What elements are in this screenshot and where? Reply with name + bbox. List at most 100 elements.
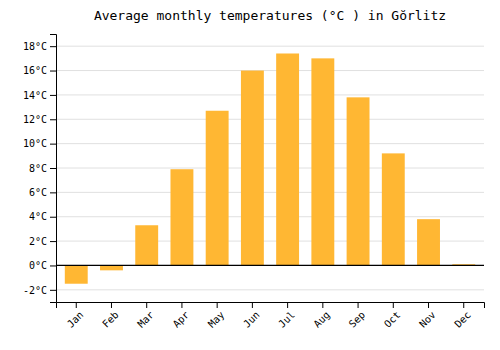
bar xyxy=(417,219,440,265)
x-tick: Jun xyxy=(241,302,262,330)
grid-line xyxy=(56,192,484,193)
x-tick-label: Jan xyxy=(65,309,86,330)
x-tick-mark xyxy=(252,302,253,308)
y-tick-mark xyxy=(50,265,56,266)
x-tick-mark xyxy=(146,302,147,308)
y-tick: 14°C xyxy=(23,90,56,101)
y-tick-label: 16°C xyxy=(23,65,47,76)
bar xyxy=(241,71,264,266)
bar xyxy=(170,169,193,265)
y-tick: 2°C xyxy=(29,236,56,247)
y-tick-mark xyxy=(50,71,56,72)
bar xyxy=(382,153,405,265)
title: Average monthly temperatures (°C ) in Gŏ… xyxy=(94,8,446,23)
x-tick: May xyxy=(206,302,227,330)
y-tick: 4°C xyxy=(29,211,56,222)
grid-line xyxy=(56,168,484,169)
x-tick-label: Mar xyxy=(135,309,156,330)
x-tick-mark xyxy=(358,302,359,308)
y-tick-mark xyxy=(50,192,56,193)
x-tick: Apr xyxy=(171,302,192,330)
bar xyxy=(276,53,299,265)
bar xyxy=(65,265,88,283)
y-tick: -2°C xyxy=(23,285,56,296)
x-tick: Aug xyxy=(311,302,332,330)
x-tick-mark xyxy=(322,302,323,308)
y-tick-label: 10°C xyxy=(23,138,47,149)
grid-line xyxy=(56,94,484,95)
grid-line xyxy=(56,46,484,47)
x-axis: Jan Feb Mar Apr May Jun Jul Aug Sep Oct Nov Dec xyxy=(57,302,485,330)
x-tick-mark xyxy=(428,302,429,308)
bar xyxy=(135,225,158,265)
x-tick: Jan xyxy=(65,302,86,330)
grid-line xyxy=(56,289,484,290)
y-tick-mark xyxy=(50,144,56,145)
x-axis-line xyxy=(57,303,485,309)
x-tick: Jul xyxy=(276,302,297,330)
bar xyxy=(100,265,123,270)
x-tick-mark xyxy=(76,302,77,308)
zero-line xyxy=(56,265,484,266)
y-tick-label: 4°C xyxy=(29,211,47,222)
y-tick-label: 14°C xyxy=(23,90,47,101)
x-tick-mark xyxy=(217,302,218,308)
x-tick: Mar xyxy=(135,302,156,330)
x-tick-label: Aug xyxy=(311,309,332,330)
grid-line xyxy=(56,143,484,144)
y-tick-mark xyxy=(50,217,56,218)
x-tick-label: May xyxy=(206,309,227,330)
bars xyxy=(56,53,484,283)
y-axis-line xyxy=(50,35,57,303)
grid-line xyxy=(56,265,484,266)
x-tick-mark xyxy=(181,302,182,308)
x-tick-label: Dec xyxy=(452,309,473,330)
chart: -2°C 0°C 2°C 4°C 6°C 8°C 10°C 12°C 14°C 16°C 18°C J… xyxy=(0,0,500,350)
x-tick-mark xyxy=(463,302,464,308)
y-tick-label: 2°C xyxy=(29,236,47,247)
x-tick-label: Nov xyxy=(417,309,438,330)
plot: -2°C 0°C 2°C 4°C 6°C 8°C 10°C 12°C 14°C 16°C 18°C J… xyxy=(23,35,485,330)
y-tick-label: 18°C xyxy=(23,41,47,52)
grid-line xyxy=(56,70,484,71)
x-tick-label: Oct xyxy=(382,309,403,330)
y-tick-mark xyxy=(50,241,56,242)
y-tick-label: 12°C xyxy=(23,114,47,125)
y-tick: 18°C xyxy=(23,41,56,52)
y-tick-label: -2°C xyxy=(23,285,47,296)
y-tick: 16°C xyxy=(23,65,56,76)
y-tick: 12°C xyxy=(23,114,56,125)
y-tick-label: 0°C xyxy=(29,260,47,271)
y-tick: 10°C xyxy=(23,138,56,149)
y-tick-label: 8°C xyxy=(29,163,47,174)
x-tick-label: Feb xyxy=(100,309,121,330)
y-tick-mark xyxy=(50,168,56,169)
y-tick-mark xyxy=(50,119,56,120)
x-tick-label: Jun xyxy=(241,309,262,330)
x-tick-mark xyxy=(287,302,288,308)
x-tick-label: Sep xyxy=(347,309,368,330)
x-tick: Oct xyxy=(382,302,403,330)
x-tick-label: Jul xyxy=(276,309,297,330)
x-tick-mark xyxy=(111,302,112,308)
y-tick-label: 6°C xyxy=(29,187,47,198)
bar xyxy=(206,111,229,266)
x-tick: Dec xyxy=(452,302,473,330)
y-tick: 6°C xyxy=(29,187,56,198)
y-tick: 8°C xyxy=(29,163,56,174)
y-tick-mark xyxy=(50,95,56,96)
y-tick: 0°C xyxy=(29,260,56,271)
y-tick-mark xyxy=(50,290,56,291)
y-axis: -2°C 0°C 2°C 4°C 6°C 8°C 10°C 12°C 14°C 16°C 18°C xyxy=(23,35,57,303)
grid-line xyxy=(56,119,484,120)
x-tick: Nov xyxy=(417,302,438,330)
grid xyxy=(56,46,484,290)
y-tick-mark xyxy=(50,46,56,47)
x-tick-label: Apr xyxy=(171,309,192,330)
x-tick-mark xyxy=(393,302,394,308)
bar xyxy=(311,58,334,265)
grid-line xyxy=(56,216,484,217)
x-tick: Feb xyxy=(100,302,121,330)
x-tick: Sep xyxy=(347,302,368,330)
bar xyxy=(347,97,370,265)
